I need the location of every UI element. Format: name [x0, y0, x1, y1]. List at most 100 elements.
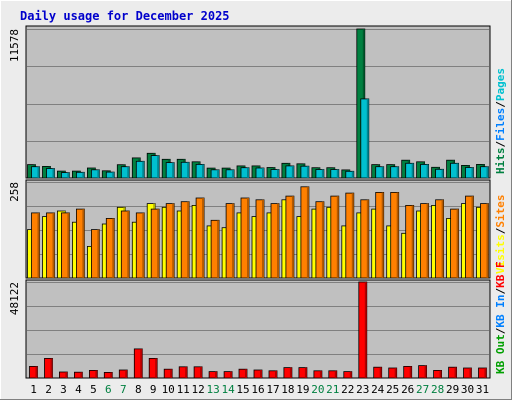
- bar-shade-middle-sites-day-31: [486, 203, 489, 278]
- x-tick-label-day-5: 5: [90, 383, 97, 396]
- bar-shade-middle-sites-day-20: [321, 201, 324, 278]
- x-tick-label-day-11: 11: [177, 383, 190, 396]
- bar-shade-top-pages-day-16: [262, 168, 264, 178]
- bar-shade-middle-sites-day-18: [291, 196, 294, 278]
- bar-shade-bottom-kb-f-day-23: [364, 282, 367, 378]
- legend-top-entry-2: Files: [494, 108, 507, 141]
- bar-shade-middle-sites-day-24: [381, 192, 384, 278]
- bar-shade-bottom-kb-f-day-1: [35, 366, 38, 378]
- legend-bottom-entry-4: KB F: [494, 261, 507, 288]
- bar-shade-middle-sites-day-12: [202, 198, 205, 278]
- x-tick-label-day-19: 19: [296, 383, 309, 396]
- panel-top-plot-area: [25, 25, 491, 179]
- panel-middle-series-sites: [31, 186, 489, 279]
- legend-middle-entry-1: /: [494, 227, 507, 234]
- bar-shade-top-pages-day-14: [232, 169, 235, 178]
- bar-shade-bottom-kb-f-day-4: [80, 372, 83, 378]
- bar-shade-bottom-kb-f-day-25: [394, 368, 397, 378]
- bar-shade-top-pages-day-5: [97, 169, 100, 178]
- legend-top-entry-4: Pages: [494, 68, 507, 101]
- bar-shade-middle-sites-day-29: [456, 209, 459, 278]
- bar-shade-middle-sites-day-28: [441, 199, 444, 278]
- bar-shade-middle-sites-day-25: [396, 192, 399, 278]
- bar-shade-middle-sites-day-22: [351, 193, 354, 278]
- legend-bottom-entry-3: /: [494, 288, 507, 295]
- bar-shade-top-pages-day-10: [172, 162, 175, 178]
- bar-shade-middle-sites-day-14: [232, 203, 235, 278]
- bar-shade-bottom-kb-f-day-26: [409, 366, 412, 378]
- bar-shade-bottom-kb-f-day-30: [469, 368, 472, 378]
- bar-shade-bottom-kb-f-day-28: [439, 370, 442, 378]
- bar-shade-top-pages-day-1: [37, 166, 40, 178]
- legend-bottom-entry-2: KB In: [494, 295, 507, 328]
- x-tick-label-day-8: 8: [135, 383, 142, 396]
- bar-shade-top-pages-day-18: [291, 165, 294, 178]
- bar-shade-middle-sites-day-30: [471, 196, 474, 278]
- bar-shade-bottom-kb-f-day-16: [260, 370, 262, 378]
- legend-middle-entry-2: Sites: [494, 195, 507, 228]
- bar-shade-bottom-kb-f-day-11: [185, 366, 188, 378]
- bar-shade-bottom-kb-f-day-9: [155, 358, 158, 378]
- chart-title: Daily usage for December 2025: [20, 9, 230, 23]
- bar-shade-bottom-kb-f-day-18: [289, 367, 292, 378]
- panel-bottom-legend: KB Out/KB In/KB F: [494, 261, 507, 374]
- x-tick-label-day-18: 18: [281, 383, 294, 396]
- panel-top-ymax-label: 11578: [8, 29, 21, 62]
- x-axis-day-labels: 1 2 3 4 5 6 7 8 9 10 11 12 13 14 15 16 17 18 19 20 21 22 23 24 2…: [30, 383, 489, 396]
- bar-shade-top-pages-day-19: [306, 166, 309, 178]
- bar-shade-bottom-kb-f-day-22: [349, 371, 352, 378]
- bar-shade-top-pages-day-13: [217, 169, 220, 178]
- x-tick-label-day-10: 10: [162, 383, 175, 396]
- bar-shade-top-pages-day-15: [247, 167, 249, 178]
- bar-shade-top-pages-day-7: [127, 166, 130, 178]
- legend-top-entry-0: Hits: [494, 148, 507, 175]
- panel-bottom-series-kb-f: [29, 281, 487, 379]
- panel-middle-ymax-label: 258: [8, 182, 21, 202]
- bar-shade-top-pages-day-17: [277, 169, 279, 178]
- panel-top: 11578 Hits/Files/Pages: [8, 25, 507, 179]
- x-tick-label-day-27: 27: [416, 383, 429, 396]
- bar-shade-top-pages-day-25: [396, 166, 399, 178]
- bar-shade-top-pages-day-4: [82, 172, 85, 178]
- bar-shade-middle-sites-day-23: [366, 199, 369, 278]
- bar-shade-top-pages-day-6: [112, 172, 115, 178]
- bar-shade-bottom-kb-f-day-29: [454, 367, 457, 378]
- x-tick-label-day-7: 7: [120, 383, 127, 396]
- x-tick-label-day-26: 26: [401, 383, 414, 396]
- bar-shade-top-pages-day-30: [471, 167, 474, 178]
- bar-shade-top-pages-day-2: [52, 168, 55, 178]
- bar-shade-middle-sites-day-26: [411, 205, 414, 278]
- panel-middle: 258 Visits/Sites: [8, 179, 507, 279]
- bar-shade-top-pages-day-3: [67, 172, 70, 178]
- bar-shade-top-pages-day-9: [157, 155, 160, 178]
- bar-shade-middle-sites-day-4: [82, 209, 85, 278]
- bar-shade-middle-sites-day-6: [112, 218, 115, 278]
- bar-shade-bottom-kb-f-day-3: [65, 372, 68, 378]
- panel-top-legend-text: Hits/Files/Pages: [494, 68, 507, 174]
- bar-shade-top-pages-day-21: [336, 169, 339, 178]
- x-tick-label-day-30: 30: [461, 383, 474, 396]
- bar-shade-top-pages-day-8: [142, 161, 145, 178]
- legend-bottom-entry-0: KB Out: [494, 334, 507, 374]
- bar-shade-bottom-kb-f-day-2: [50, 358, 53, 378]
- x-tick-label-day-31: 31: [476, 383, 489, 396]
- x-tick-label-day-4: 4: [75, 383, 82, 396]
- bar-shade-bottom-kb-f-day-20: [319, 370, 322, 378]
- bar-shade-middle-sites-day-5: [97, 229, 100, 278]
- x-tick-label-day-25: 25: [386, 383, 399, 396]
- x-tick-label-day-20: 20: [311, 383, 324, 396]
- x-tick-label-day-12: 12: [191, 383, 204, 396]
- bar-shade-bottom-kb-f-day-7: [125, 370, 128, 378]
- panel-bottom-ymax-label: 48122: [8, 282, 21, 315]
- x-tick-label-day-6: 6: [105, 383, 112, 396]
- bar-shade-bottom-kb-f-day-31: [484, 368, 487, 378]
- bar-shade-bottom-kb-f-day-14: [230, 371, 233, 378]
- x-tick-label-day-16: 16: [251, 383, 264, 396]
- bar-shade-bottom-kb-f-day-12: [200, 366, 203, 378]
- bar-shade-middle-sites-day-11: [187, 201, 190, 278]
- x-tick-label-day-17: 17: [266, 383, 279, 396]
- panel-middle-legend: Visits/Sites: [494, 195, 507, 275]
